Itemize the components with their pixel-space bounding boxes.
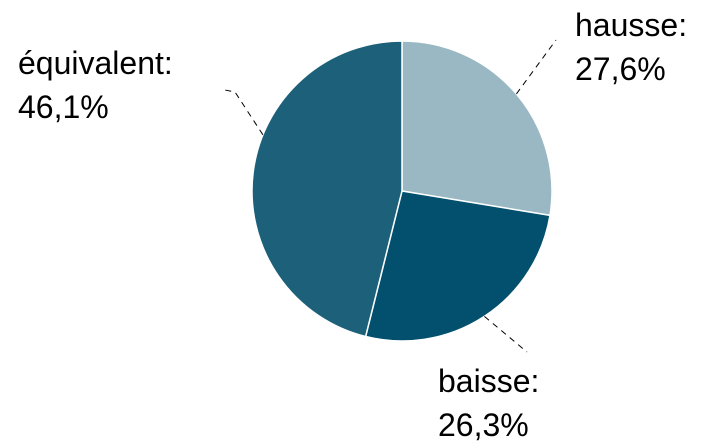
label-baisse-name: baisse: — [438, 363, 539, 399]
leader-line-equivalent — [224, 89, 264, 136]
pie-slice-baisse — [364, 190, 551, 342]
leader-lines — [224, 39, 557, 353]
leader-line-baisse — [484, 316, 528, 353]
label-equivalent-name: équivalent: — [18, 45, 173, 81]
pie-slice-equivalent — [251, 40, 403, 338]
pie-slices — [251, 40, 553, 342]
pie-slice-hausse — [401, 40, 553, 217]
leader-line-hausse — [515, 39, 557, 95]
label-hausse-value: 27,6% — [575, 51, 666, 87]
slice-labels: hausse: 27,6% baisse: 26,3% équivalent: … — [18, 7, 687, 443]
label-baisse-value: 26,3% — [438, 407, 529, 443]
label-hausse-name: hausse: — [575, 7, 687, 43]
label-equivalent-value: 46,1% — [18, 89, 109, 125]
